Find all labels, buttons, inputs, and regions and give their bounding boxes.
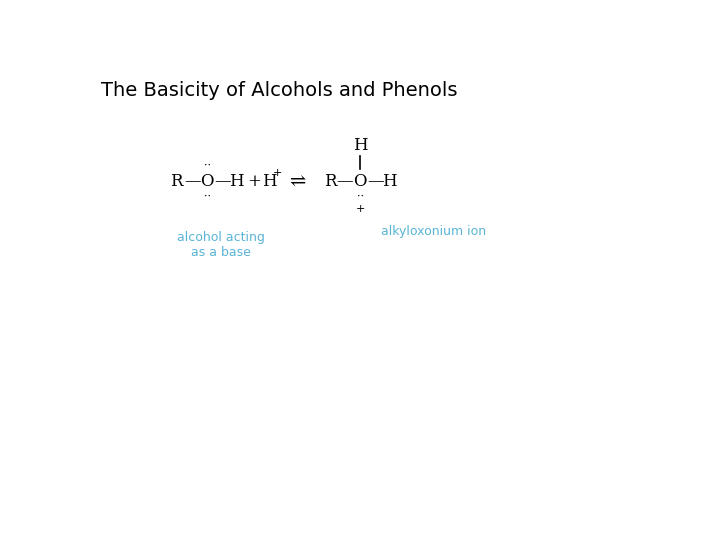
Text: R: R — [170, 173, 183, 190]
Text: +: + — [356, 204, 365, 214]
Text: ··: ·· — [204, 191, 211, 201]
Text: —: — — [214, 173, 230, 190]
Text: alcohol acting
as a base: alcohol acting as a base — [177, 231, 265, 259]
Text: H: H — [230, 173, 244, 190]
Text: +: + — [273, 168, 282, 178]
Text: H: H — [382, 173, 397, 190]
Text: —: — — [184, 173, 200, 190]
Text: +: + — [248, 173, 261, 190]
Text: O: O — [354, 173, 366, 190]
Text: ⇌: ⇌ — [289, 172, 306, 190]
Text: ··: ·· — [356, 191, 364, 201]
Text: O: O — [200, 173, 214, 190]
Text: R: R — [324, 173, 336, 190]
Text: H: H — [262, 173, 277, 190]
Text: —: — — [366, 173, 384, 190]
Text: H: H — [353, 137, 367, 154]
Text: —: — — [337, 173, 354, 190]
Text: ··: ·· — [204, 160, 211, 171]
Text: The Basicity of Alcohols and Phenols: The Basicity of Alcohols and Phenols — [101, 82, 458, 100]
Text: alkyloxonium ion: alkyloxonium ion — [381, 225, 486, 238]
